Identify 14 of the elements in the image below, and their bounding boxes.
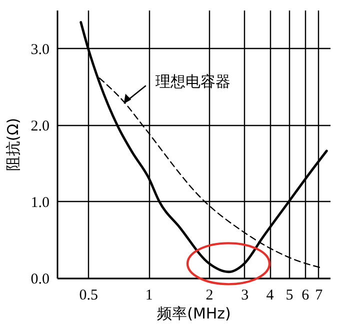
- y-tick-label: 0.0: [30, 272, 50, 288]
- y-tick-label: 3.0: [30, 42, 50, 58]
- x-tick-label: 5: [286, 288, 294, 304]
- x-tick-label: 4: [266, 288, 274, 304]
- y-axis-title: 阻抗(Ω): [4, 118, 22, 172]
- x-tick-label: 0.5: [79, 288, 98, 304]
- x-tick-label: 2: [206, 288, 214, 304]
- y-tick-label: 2.0: [30, 118, 50, 134]
- x-tick-label: 6: [302, 288, 310, 304]
- y-tick-label: 1.0: [30, 194, 50, 211]
- x-axis-title: 频率(MHz): [157, 304, 231, 322]
- x-tick-label: 3: [241, 288, 249, 304]
- x-tick-label: 7: [315, 288, 324, 304]
- x-tick-label: 1: [145, 288, 153, 304]
